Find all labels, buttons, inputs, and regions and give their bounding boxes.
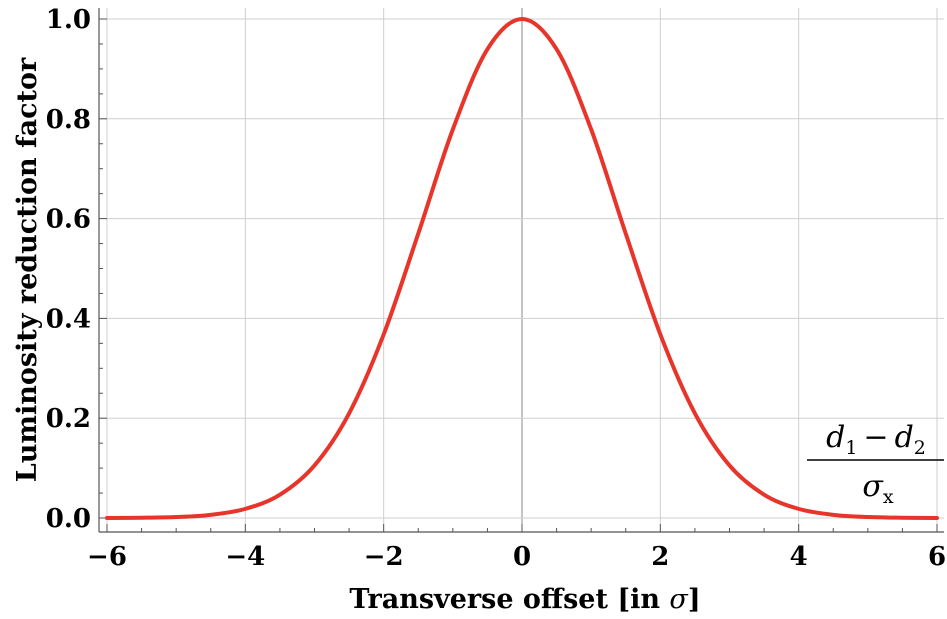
- y-tick-label: 0.8: [46, 105, 91, 135]
- x-tick-label: 6: [928, 542, 946, 572]
- x-tick-label: 2: [651, 542, 669, 572]
- y-axis-label: Luminosity reduction factor: [12, 57, 43, 482]
- ticks: −6 −4 −2 0 2 4 6 0.0 0.2 0.4 0.6 0.8 1.0: [46, 5, 946, 572]
- series-line: [105, 17, 939, 520]
- series: [105, 17, 939, 520]
- x-tick-label: −4: [225, 542, 265, 572]
- y-tick-label: 0.0: [46, 504, 91, 534]
- y-tick-label: 0.2: [46, 404, 91, 434]
- x-tick-label: 4: [790, 542, 808, 572]
- y-tick-label: 1.0: [46, 5, 91, 35]
- grid: [99, 8, 944, 532]
- x-tick-label: −2: [364, 542, 404, 572]
- x-tick-label: 0: [513, 542, 531, 572]
- annotation-denominator: σx: [862, 469, 893, 508]
- annotation-fraction: d1− d2 σx: [807, 420, 944, 508]
- y-tick-label: 0.6: [46, 205, 91, 235]
- x-axis-label: Transverse offset [in σ]: [349, 584, 700, 615]
- y-tick-label: 0.4: [46, 304, 91, 334]
- x-tick-label: −6: [87, 542, 127, 572]
- annotation-numerator: d1− d2: [826, 420, 926, 459]
